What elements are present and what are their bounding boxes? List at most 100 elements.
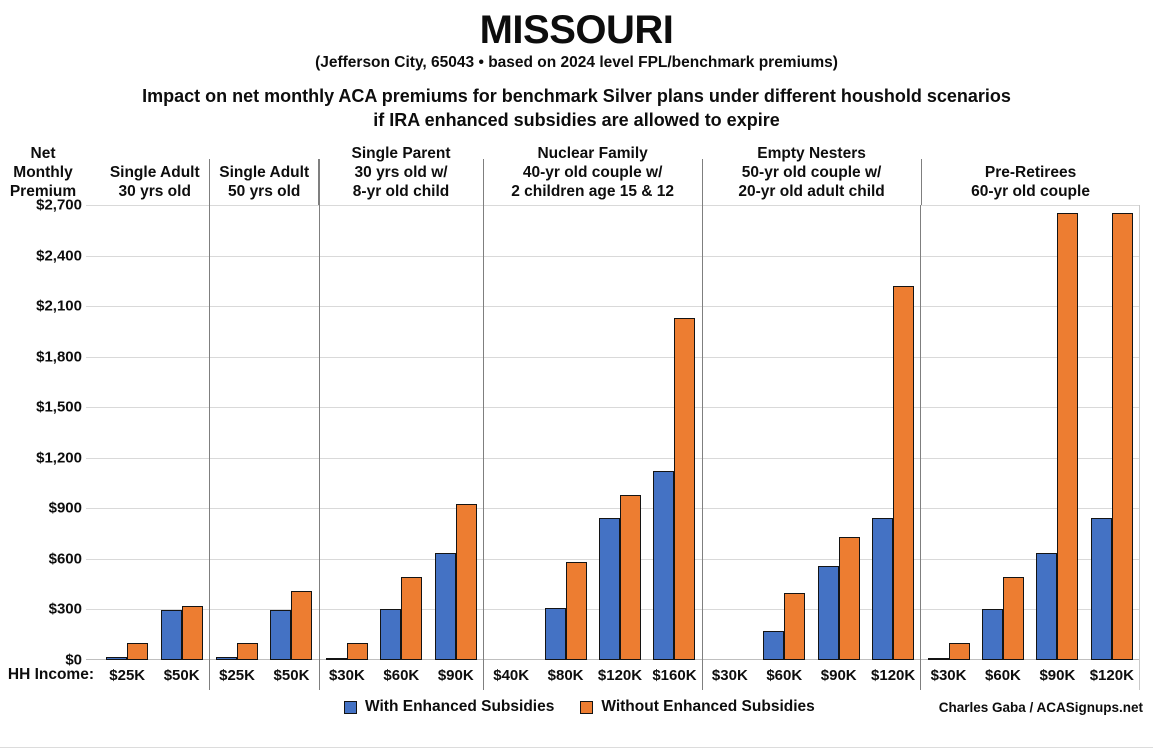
bar-without-enhanced (1002, 577, 1024, 660)
chart-footer: With Enhanced Subsidies Without Enhanced… (0, 694, 1153, 720)
group-header-line: 30 yrs old (118, 183, 191, 200)
bar-slot (100, 205, 154, 660)
legend-swatch-orange-icon (580, 700, 594, 714)
y-tick-label: $2,100 (36, 297, 82, 315)
tick-row: $25K $50K (100, 660, 209, 690)
bar-with-enhanced (1090, 517, 1112, 660)
y-tick-label: $0 (65, 651, 82, 669)
group-header-line: 50-yr old couple w/ (741, 164, 882, 181)
bar-pair (380, 577, 423, 660)
bar-pair (927, 643, 970, 660)
bar-with-enhanced (927, 658, 949, 660)
legend-swatch-blue-icon (344, 700, 357, 714)
x-tick-label: $25K (109, 666, 146, 684)
group-header-line: 60-yr old couple (971, 183, 1090, 200)
bar-without-enhanced (455, 504, 477, 660)
bar-with-enhanced (434, 553, 456, 660)
y-tick-label: $300 (48, 600, 82, 618)
y-tick-label: $1,500 (36, 398, 82, 416)
bar-with-enhanced (653, 471, 675, 660)
x-tick-label: $90K (1039, 666, 1076, 684)
bar-slot (538, 205, 592, 660)
chart-heading: Impact on net monthly ACA premiums for b… (0, 84, 1153, 132)
bar-slot (374, 205, 428, 660)
bar-pair (270, 590, 313, 660)
bar-slot (1030, 205, 1084, 660)
bar-pair (763, 593, 806, 660)
x-tick-label: $80K (547, 666, 584, 684)
bar-slot (811, 205, 865, 660)
bar-pair (434, 504, 477, 660)
legend-item-with-subsidies: With Enhanced Subsidies (344, 698, 554, 716)
gridline (86, 457, 1140, 459)
x-axis-title: HH Income: (7, 666, 94, 683)
group-header: Single Adult 50 yrs old (209, 137, 321, 205)
bar-slot (484, 205, 538, 660)
bar-slot (210, 205, 264, 660)
bar-group: $25K $50K (210, 205, 320, 690)
bar-without-enhanced (237, 643, 259, 660)
bar-with-enhanced (160, 610, 182, 660)
bar-with-enhanced (380, 608, 402, 660)
x-tick-label: $60K (985, 666, 1021, 684)
group-header-line: Nuclear Family (537, 145, 648, 162)
bar-with-enhanced (270, 610, 292, 660)
group-header: Pre-Retirees 60-yr old couple (921, 137, 1140, 205)
legend-item-without-subsidies: Without Enhanced Subsidies (580, 698, 815, 716)
chart-heading-line1: Impact on net monthly ACA premiums for b… (142, 86, 1011, 106)
bar-without-enhanced (291, 590, 313, 660)
group-header-line: Pre-Retirees (984, 164, 1077, 181)
y-tick-label: $600 (48, 550, 82, 568)
bar-without-enhanced (127, 643, 149, 660)
bar-pair (653, 317, 696, 660)
gridline (86, 356, 1140, 358)
bar-with-enhanced (817, 565, 839, 660)
gridline (86, 255, 1140, 257)
bar-pair (544, 562, 587, 660)
credit-text: Charles Gaba / ACASignups.net (938, 699, 1143, 715)
x-tick-label: $160K (652, 666, 697, 684)
bar-with-enhanced (325, 658, 347, 660)
y-tick-label: $2,700 (36, 196, 82, 214)
bar-pair (1090, 213, 1133, 660)
bar-group: $25K $50K (100, 205, 210, 690)
bar-without-enhanced (401, 577, 423, 660)
bar-pair (1036, 213, 1079, 660)
x-tick-label: $50K (163, 666, 200, 684)
bars-area (703, 205, 921, 660)
tick-row: $30K $60K $90K $120K (703, 660, 921, 690)
group-header-line: 20-yr old adult child (738, 183, 885, 200)
bar-without-enhanced (784, 593, 806, 660)
tick-row: $30K $60K $90K $120K (921, 660, 1139, 690)
bar-slot (757, 205, 811, 660)
x-tick-label: $90K (820, 666, 857, 684)
group-header: Nuclear Family 40-yr old couple w/2 child… (483, 137, 704, 205)
x-tick-label: $90K (437, 666, 474, 684)
chart-area: Net Monthly Premium $2,700 $2,400 $2,100 $1… (0, 137, 1153, 690)
bar-with-enhanced (216, 657, 238, 660)
group-headers: Single Adult 30 yrs old Single Adult 50 yrs… (100, 137, 1140, 205)
tick-row: $30K $60K $90K (320, 660, 483, 690)
legend-label: With Enhanced Subsidies (365, 698, 555, 715)
bar-with-enhanced (106, 657, 128, 660)
bar-slot (866, 205, 920, 660)
y-tick-label: $2,400 (36, 247, 82, 265)
bar-slot (921, 205, 975, 660)
x-tick-label: $30K (711, 666, 748, 684)
group-header-line: Single Parent (351, 145, 451, 162)
group-header-line: 2 children age 15 & 12 (511, 183, 675, 200)
bar-pair (981, 577, 1024, 660)
chart-heading-line2: if IRA enhanced subsidies are allowed to… (373, 110, 780, 130)
gridline (86, 508, 1140, 510)
bar-group: $30K $60K $90K $120K (921, 205, 1141, 690)
bar-slot (1085, 205, 1139, 660)
bar-pair (872, 285, 915, 660)
y-tick-label: $1,200 (36, 449, 82, 467)
group-header-line: Empty Nesters (757, 145, 866, 162)
bars-area (484, 205, 702, 660)
bar-group: $40K $80K $120K $160K (484, 205, 703, 690)
bar-slot (647, 205, 701, 660)
tick-row: $40K $80K $120K $160K (484, 660, 702, 690)
bar-pair (817, 536, 860, 660)
